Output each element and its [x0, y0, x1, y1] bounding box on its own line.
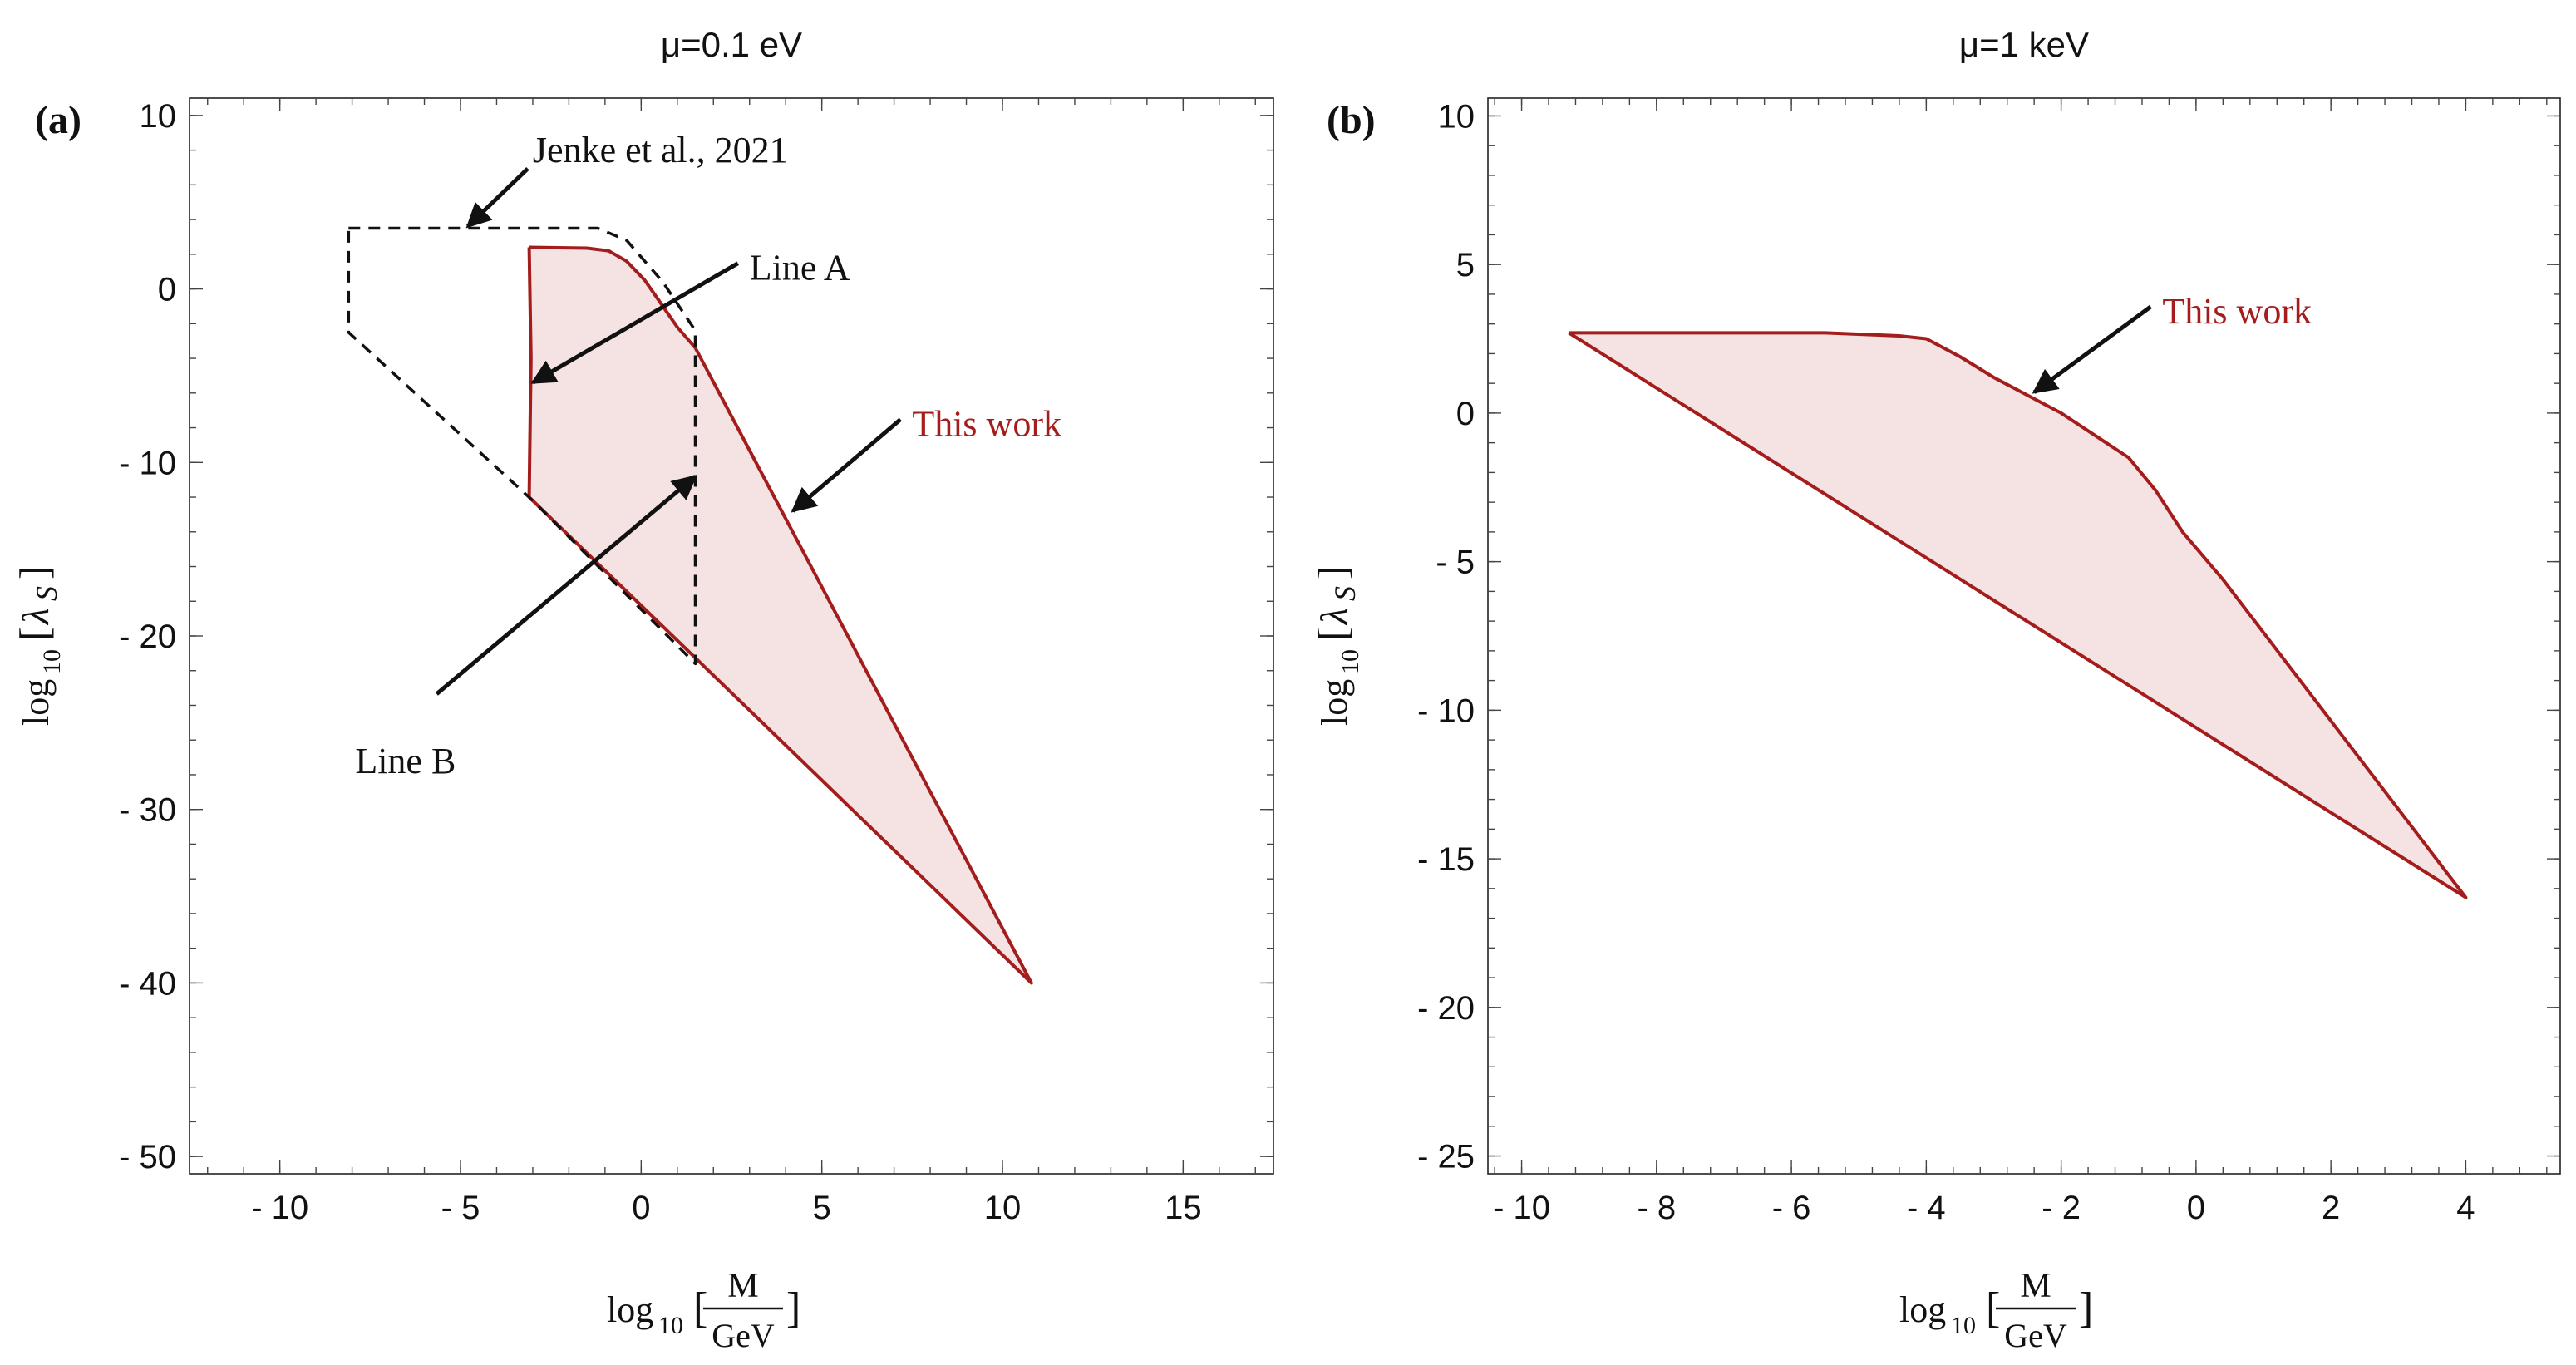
x-label-bracket-close: ]: [786, 1284, 800, 1332]
y-tick-label: - 5: [1436, 545, 1475, 581]
annotation: Jenke et al., 2021: [465, 130, 788, 229]
y-axis-label: log 10 [λS]: [1309, 565, 1364, 726]
x-tick-label: - 8: [1637, 1190, 1676, 1226]
x-tick-label: 5: [813, 1190, 831, 1226]
plot-frame: [1487, 97, 2561, 1175]
y-tick-label: - 50: [119, 1139, 176, 1175]
x-tick-label: 15: [1165, 1190, 1202, 1226]
x-label-bracket-open: [: [1986, 1284, 2000, 1332]
annotation-arrow: [530, 261, 739, 385]
annotation: Line A: [530, 248, 850, 385]
x-tick-label: - 5: [441, 1190, 480, 1226]
y-tick-label: - 20: [119, 618, 176, 655]
x-axis-label: log 10 [ M GeV]: [607, 1267, 800, 1354]
x-tick-label: - 10: [1493, 1190, 1550, 1226]
y-tick-label: - 25: [1417, 1139, 1475, 1175]
y-label-sub: 10: [38, 649, 66, 674]
x-tick-label: - 6: [1772, 1190, 1811, 1226]
y-tick-label: - 20: [1417, 990, 1475, 1027]
annotation-label: Jenke et al., 2021: [533, 130, 788, 170]
y-label-log: log: [16, 679, 57, 726]
x-tick-label: 10: [984, 1190, 1022, 1226]
y-tick-label: - 15: [1417, 841, 1475, 878]
y-tick-label: 5: [1456, 247, 1475, 283]
annotation-label: Line B: [355, 741, 456, 781]
y-label-bracket-close: ]: [1309, 565, 1356, 579]
annotation-arrow: [435, 475, 697, 696]
y-label-bracket-close: ]: [11, 565, 57, 579]
x-label-bracket-close: ]: [2079, 1284, 2093, 1332]
x-label-bracket-open: [: [693, 1284, 707, 1332]
annotation-arrow: [791, 417, 902, 513]
annotation: This work: [2032, 291, 2312, 394]
series-fill-this-work: [529, 247, 1032, 983]
y-label-symbol-sub: S: [30, 586, 63, 601]
x-tick-label: - 10: [251, 1190, 308, 1226]
y-tick-label: 0: [1456, 396, 1475, 432]
panel-label: (a): [35, 98, 81, 142]
x-tick-label: - 2: [2042, 1190, 2081, 1226]
y-tick-label: 0: [158, 272, 176, 308]
x-tick-label: - 4: [1907, 1190, 1946, 1226]
x-tick-label: 2: [2322, 1190, 2340, 1226]
x-tick-label: 0: [2187, 1190, 2205, 1226]
chart-title: μ=1 keV: [1959, 25, 2089, 64]
panel-label: (b): [1327, 98, 1376, 142]
y-tick-label: - 10: [119, 445, 176, 481]
x-axis-label: log 10 [ M GeV]: [1899, 1267, 2093, 1354]
x-label-numerator: M: [2020, 1267, 2051, 1305]
annotation: This work: [791, 404, 1061, 513]
x-tick-label: 4: [2456, 1190, 2475, 1226]
y-label-bracket-open: [: [11, 627, 57, 641]
axis-ticks: [1488, 98, 2560, 1174]
x-label-log: log: [607, 1289, 653, 1330]
x-label-denominator: GeV: [712, 1317, 775, 1354]
x-label-log: log: [1899, 1289, 1946, 1330]
chart-title: μ=0.1 eV: [661, 25, 802, 64]
y-label-lambda: λ: [14, 608, 57, 626]
x-label-denominator: GeV: [2004, 1317, 2067, 1354]
series-line-jenke-2021: [347, 226, 697, 666]
y-label-symbol-sub: S: [1328, 586, 1362, 601]
y-label-bracket-open: [: [1309, 627, 1356, 641]
x-label-sub: 10: [658, 1312, 683, 1339]
annotation-arrow: [465, 166, 529, 229]
y-tick-label: 10: [140, 98, 177, 135]
annotation-label: This work: [912, 404, 1061, 445]
y-tick-label: - 40: [119, 965, 176, 1002]
y-tick-label: - 10: [1417, 692, 1475, 729]
y-label-sub: 10: [1337, 649, 1364, 674]
axis-ticks: [190, 98, 1273, 1174]
y-label-log: log: [1314, 679, 1355, 726]
y-axis-label: log 10 [λS]: [11, 565, 66, 726]
annotation-label: This work: [2162, 291, 2312, 332]
series-line-this-work: [1568, 331, 2468, 899]
y-tick-label: 10: [1438, 98, 1475, 135]
annotation: Line B: [355, 475, 697, 781]
annotation-label: Line A: [750, 248, 850, 288]
x-label-numerator: M: [727, 1267, 758, 1305]
x-label-sub: 10: [1951, 1312, 1976, 1339]
x-tick-label: 0: [632, 1190, 650, 1226]
y-label-lambda: λ: [1313, 608, 1355, 626]
annotation-arrow: [2032, 304, 2152, 394]
y-tick-label: - 30: [119, 792, 176, 829]
